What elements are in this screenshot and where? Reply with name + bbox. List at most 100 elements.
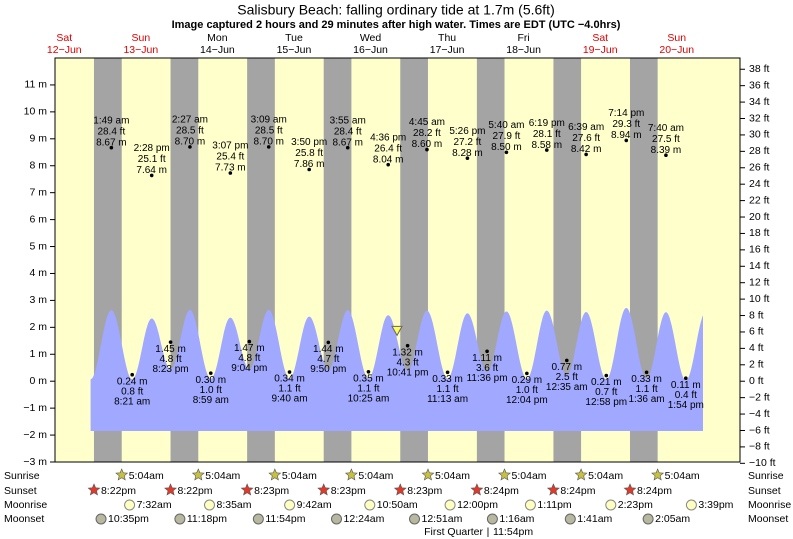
tide-label: 1.1 ft (278, 384, 300, 395)
tide-point (345, 145, 350, 150)
tide-label: 28.4 ft (334, 126, 362, 137)
y-tick-label: 5 m (29, 240, 47, 252)
moonset-icon (642, 513, 654, 525)
y2-tick-label: 26 ft (749, 162, 770, 174)
y2-tick-label: 22 ft (749, 194, 770, 206)
sunset-time: 8:22pm (101, 485, 136, 497)
tide-label: 1.47 m (234, 343, 265, 354)
tide-label: 26.4 ft (374, 143, 402, 154)
y-tick-label: 6 m (29, 213, 47, 225)
moonrise-icon (605, 499, 617, 511)
tide-point (425, 147, 429, 152)
tide-label: 8.70 m (175, 137, 206, 148)
tide-label: 25.1 ft (138, 154, 166, 165)
tide-point (149, 173, 154, 178)
y-tick-label: −3 m (23, 456, 47, 468)
tide-label: 1.1 ft (635, 384, 657, 395)
tide-point (130, 372, 134, 377)
tide-label: 12:58 pm (585, 397, 627, 408)
tide-point (247, 339, 252, 344)
tide-label: 4.7 ft (317, 354, 339, 365)
tide-label: 3:07 pm (212, 141, 248, 152)
tide-label: 28.5 ft (255, 126, 283, 137)
moonset-icon (95, 513, 107, 525)
tide-label: 8.28 m (452, 148, 483, 159)
day-date: 19−Jun (583, 44, 618, 56)
tide-label: 9:40 am (271, 394, 307, 405)
sunset-icon (87, 483, 101, 496)
current-marker (391, 325, 403, 337)
y-tick-label: 9 m (29, 133, 47, 145)
row-label: Moonset (748, 513, 788, 525)
tide-point (188, 145, 192, 149)
tide-label: 0.77 m (551, 362, 582, 373)
tide-label: 9:04 pm (231, 363, 267, 374)
tide-label: 0.33 m (432, 374, 463, 385)
tide-label: 8:59 am (193, 395, 229, 406)
y2-tick-label: 20 ft (749, 211, 770, 223)
y-tick-label: 3 m (29, 294, 47, 306)
tide-label: 8.58 m (532, 140, 563, 151)
sunset-time: 8:22pm (178, 485, 213, 497)
y2-tick-label: −2 ft (749, 391, 770, 403)
y2-tick-label: 14 ft (749, 260, 770, 272)
tide-point (287, 370, 292, 374)
tide-label: 29.3 ft (612, 119, 640, 130)
tide-point (485, 349, 489, 354)
tide-label: 4.8 ft (159, 354, 181, 365)
tide-label: 0.4 ft (675, 390, 697, 401)
y2-tick-label: 4 ft (749, 342, 764, 354)
y2-tick-label: 38 ft (749, 63, 770, 75)
sunrise-icon (498, 468, 511, 481)
y2-tick-label: 16 ft (749, 244, 770, 256)
moonrise-icon (284, 499, 296, 511)
tide-label: 0.7 ft (595, 387, 617, 398)
sunset-icon (317, 483, 331, 496)
tide-label: 1.1 ft (357, 383, 379, 394)
y2-tick-label: 18 ft (749, 227, 770, 239)
tide-label: 4.3 ft (396, 357, 418, 368)
tide-label: 25.8 ft (295, 148, 323, 159)
y2-tick-label: 24 ft (749, 178, 770, 190)
tide-label: 1.44 m (313, 344, 344, 355)
sunrise-time: 5:04am (129, 470, 164, 482)
tide-area (90, 308, 704, 431)
chart-title: Salisbury Beach: falling ordinary tide a… (237, 2, 555, 18)
moonset-time: 12:24am (344, 513, 385, 525)
moonrise-time: 12:00pm (457, 499, 498, 511)
tide-point (544, 148, 549, 152)
moonset-time: 11:18pm (187, 513, 227, 525)
tide-label: 7:40 am (648, 123, 684, 134)
tide-point (208, 371, 213, 375)
sunrise-time: 5:04am (665, 470, 700, 482)
tide-label: 1.45 m (155, 344, 186, 355)
plot-frame (54, 57, 741, 463)
tide-point (664, 153, 668, 158)
tide-label: 9:50 pm (310, 364, 346, 375)
day-weekday: Sat (56, 32, 72, 44)
tide-label: 10:25 am (348, 393, 390, 404)
tide-label: 11:36 pm (467, 373, 508, 384)
moonset-time: 1:16am (499, 513, 534, 525)
tide-point (326, 340, 331, 345)
row-label: Moonrise (748, 499, 791, 511)
tide-point (445, 370, 450, 375)
sunset-time: 8:23pm (254, 485, 289, 497)
y-tick-label: −2 m (23, 429, 47, 441)
tide-label: 8.42 m (571, 144, 602, 155)
tide-label: 8:21 am (114, 396, 150, 407)
y2-tick-label: 34 ft (749, 96, 770, 108)
y-tick-label: 8 m (29, 160, 47, 172)
moonrise-time: 7:32am (137, 499, 172, 511)
tide-point (168, 340, 173, 344)
tide-point (584, 152, 588, 157)
moonrise-time: 3:39pm (698, 499, 733, 511)
day-date: 20−Jun (659, 44, 694, 56)
tide-label: 0.34 m (274, 374, 305, 385)
tide-point (266, 145, 271, 149)
moonrise-time: 10:50am (377, 499, 418, 511)
moonrise-time: 1:11pm (537, 499, 571, 511)
tide-label: 27.6 ft (572, 133, 600, 144)
y-tick-label: 11 m (24, 79, 47, 91)
